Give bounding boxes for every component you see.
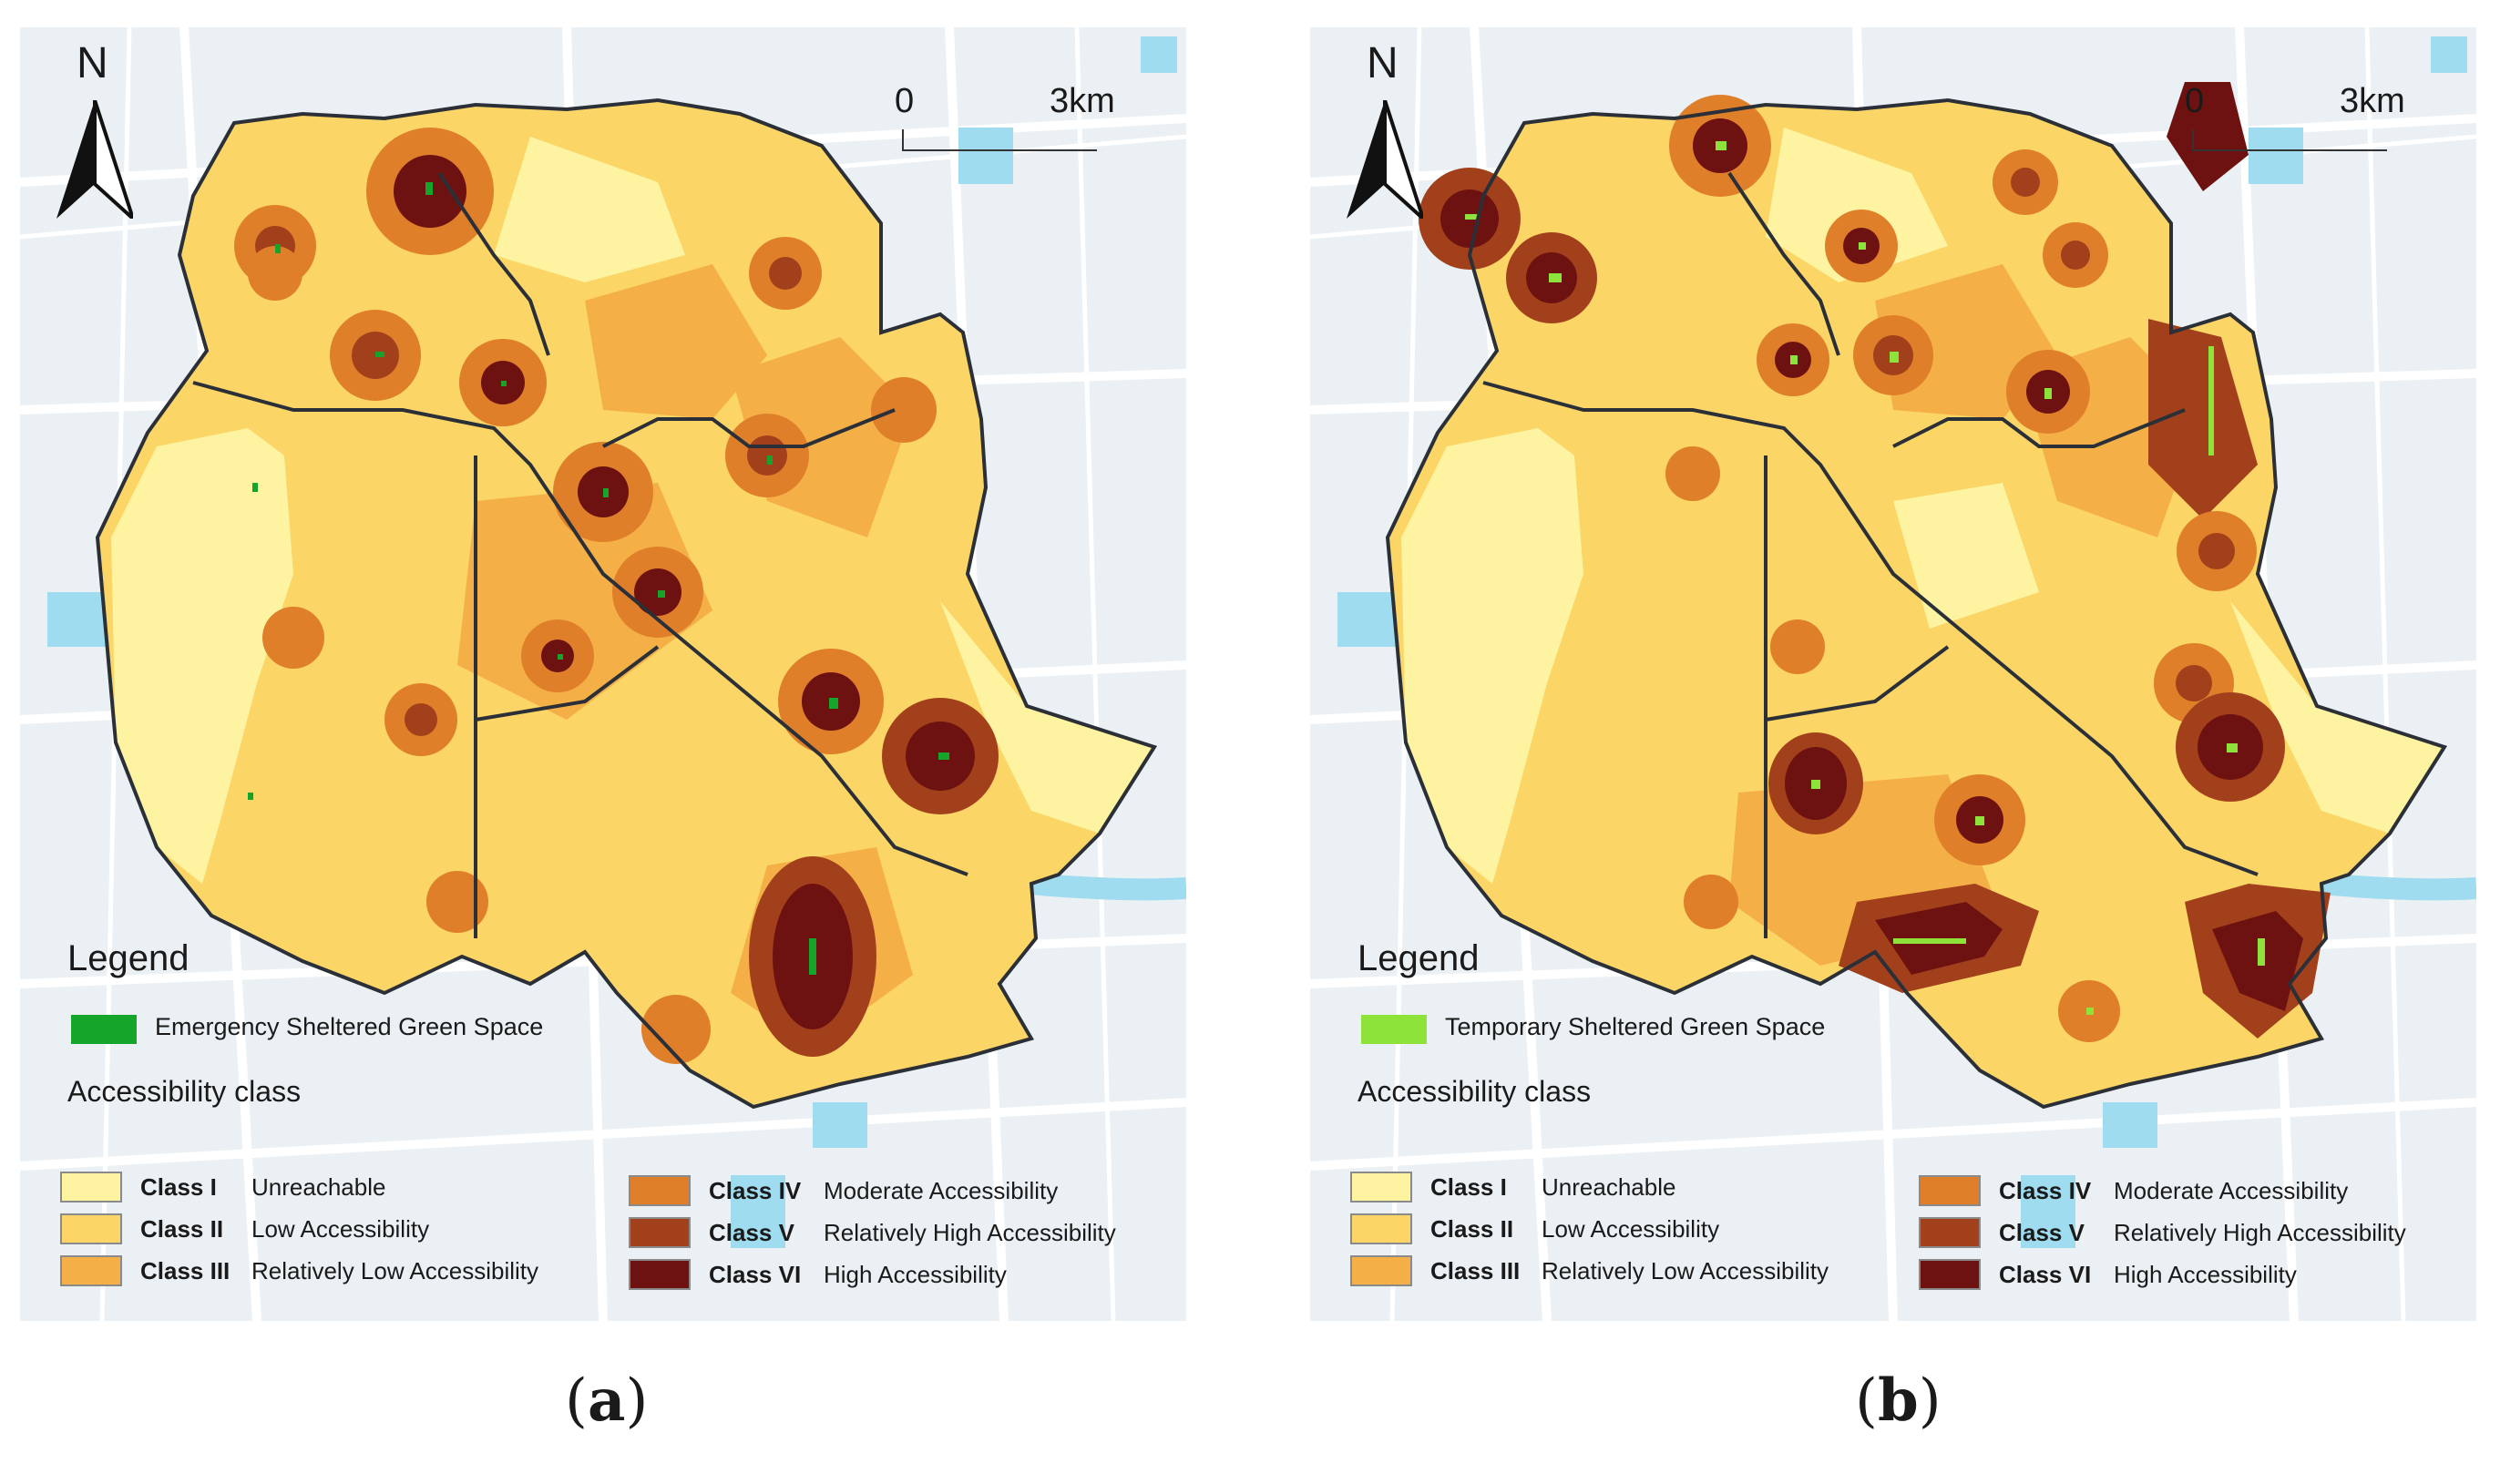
legend-a: Legend Emergency Sheltered Green Space A… xyxy=(20,938,1186,1321)
class-description: Low Accessibility xyxy=(251,1215,430,1243)
class-description: Unreachable xyxy=(1542,1173,1676,1201)
scale-end: 3km xyxy=(1050,82,1115,120)
class-description: Moderate Accessibility xyxy=(824,1177,1059,1204)
north-arrow-a: N xyxy=(56,38,133,220)
class-swatch xyxy=(629,1217,691,1248)
scale-bar-a: 0 3km xyxy=(884,82,1175,164)
caption-b: (b) xyxy=(1855,1366,1942,1435)
scale-line xyxy=(902,129,1097,151)
class-name: Class II xyxy=(140,1215,224,1243)
scale-start: 0 xyxy=(895,82,915,120)
legend-title: Legend xyxy=(67,938,190,978)
map-panel-b: N 0 3km Legend Temporary Sheltered Green… xyxy=(1310,27,2476,1321)
class-swatch xyxy=(1350,1172,1412,1203)
class-name: Class II xyxy=(1430,1215,1514,1243)
scale-line xyxy=(2192,129,2387,151)
north-arrow-b: N xyxy=(1347,38,1423,220)
class-description: Relatively Low Accessibility xyxy=(1542,1257,1829,1284)
class-swatch xyxy=(1350,1255,1412,1286)
class-name: Class V xyxy=(1999,1219,2085,1246)
green-space-label: Temporary Sheltered Green Space xyxy=(1445,1013,1826,1040)
district-boundaries-b xyxy=(1385,97,2448,1110)
district-boundaries-a xyxy=(95,97,1158,1110)
class-name: Class III xyxy=(140,1257,231,1284)
accessibility-title: Accessibility class xyxy=(1358,1075,1592,1108)
north-arrow-icon xyxy=(1347,100,1423,219)
accessibility-surface-a xyxy=(97,100,1154,1107)
class-name: Class VI xyxy=(709,1261,802,1288)
scale-bar-b: 0 3km xyxy=(2174,82,2465,164)
map-canvas-a xyxy=(20,27,1186,1321)
caption-a: (a) xyxy=(565,1366,649,1435)
green-spaces-b xyxy=(1465,141,2265,1015)
legend-b: Legend Temporary Sheltered Green Space A… xyxy=(1310,938,2476,1321)
class-swatch xyxy=(60,1172,122,1203)
class-name: Class I xyxy=(140,1173,217,1201)
class-name: Class IV xyxy=(709,1177,802,1204)
class-swatch xyxy=(1919,1217,1981,1248)
class-description: Relatively High Accessibility xyxy=(824,1219,1116,1246)
class-name: Class III xyxy=(1430,1257,1521,1284)
class-swatch xyxy=(60,1255,122,1286)
north-label: N xyxy=(77,39,108,87)
class-name: Class V xyxy=(709,1219,794,1246)
class-name: Class I xyxy=(1430,1173,1507,1201)
green-space-swatch xyxy=(1361,1015,1427,1044)
class-swatch xyxy=(60,1213,122,1244)
map-canvas-b xyxy=(1310,27,2476,1321)
class-description: High Accessibility xyxy=(2114,1261,2297,1288)
north-arrow-icon xyxy=(56,100,133,219)
green-space-swatch xyxy=(71,1015,137,1044)
class-description: Unreachable xyxy=(251,1173,386,1201)
class-description: Relatively High Accessibility xyxy=(2114,1219,2406,1246)
class-description: High Accessibility xyxy=(824,1261,1007,1288)
class-swatch xyxy=(1919,1259,1981,1290)
class-swatch xyxy=(1350,1213,1412,1244)
class-swatch xyxy=(629,1175,691,1206)
class-description: Relatively Low Accessibility xyxy=(251,1257,539,1284)
class-name: Class IV xyxy=(1999,1177,2092,1204)
scale-start: 0 xyxy=(2185,82,2205,120)
class-swatch xyxy=(629,1259,691,1290)
caption-letter: a xyxy=(587,1366,626,1435)
class-description: Low Accessibility xyxy=(1542,1215,1720,1243)
north-label: N xyxy=(1367,39,1399,87)
map-panel-a: N 0 3km Legend Emergency Sheltered Green… xyxy=(20,27,1186,1321)
green-space-label: Emergency Sheltered Green Space xyxy=(155,1013,544,1040)
class-name: Class VI xyxy=(1999,1261,2092,1288)
caption-letter: b xyxy=(1877,1366,1919,1435)
class-description: Moderate Accessibility xyxy=(2114,1177,2349,1204)
scale-end: 3km xyxy=(2340,82,2405,120)
accessibility-title: Accessibility class xyxy=(67,1075,302,1108)
legend-title: Legend xyxy=(1358,938,1480,978)
class-swatch xyxy=(1919,1175,1981,1206)
green-spaces-a xyxy=(248,182,949,975)
